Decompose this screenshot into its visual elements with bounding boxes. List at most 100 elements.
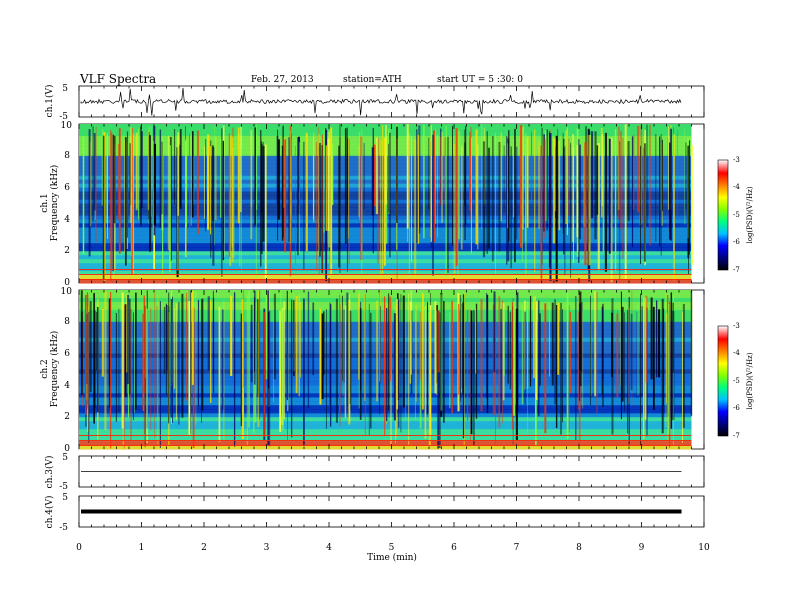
spectrogram-band: [79, 389, 692, 394]
spectrogram-streak: [438, 310, 440, 373]
spectrogram-streak: [111, 133, 113, 271]
spectrogram-streak: [281, 145, 284, 241]
spectrogram-streak: [502, 300, 504, 423]
spectrogram-streak: [566, 291, 569, 439]
spectrogram-streak: [373, 144, 376, 207]
spectrogram-streak: [156, 305, 158, 414]
transmitter-line: [79, 274, 692, 275]
x-axis-label: Time (min): [367, 552, 417, 563]
spectrogram-streak: [277, 129, 279, 241]
spectrogram-streak: [283, 301, 285, 420]
spectrogram-streak: [663, 308, 665, 406]
spectrogram-streak: [150, 307, 152, 431]
spectrogram-streak: [506, 136, 508, 265]
spectrogram-streak: [191, 290, 194, 385]
spectrogram-band: [79, 417, 692, 422]
spectrogram-streak: [667, 137, 669, 232]
spectrogram-streak: [457, 128, 459, 276]
spectrogram-streak: [273, 293, 276, 380]
spectrogram-streak: [375, 137, 378, 215]
spectrogram-streak: [637, 125, 640, 213]
spectrogram-streak: [318, 127, 320, 247]
spectrogram-streak: [170, 299, 172, 418]
spectrogram-streak: [544, 303, 547, 434]
spectrogram-streak: [286, 290, 289, 401]
spectrogram-streak: [267, 290, 269, 446]
spectrogram-band: [79, 349, 692, 355]
spectrogram-streak: [126, 131, 129, 238]
spectrogram-streak: [462, 294, 465, 439]
spectrogram-streak: [578, 139, 580, 263]
spectrogram-streak: [233, 292, 236, 447]
spectrogram-streak: [636, 311, 638, 399]
spec2-ylabel: Frequency (kHz): [49, 331, 60, 408]
spectrogram-streak: [389, 132, 391, 258]
spectrogram-streak: [602, 307, 604, 382]
spectrogram-streak: [600, 127, 603, 218]
spectrogram-streak: [93, 293, 95, 424]
spectrogram-streak: [290, 133, 292, 243]
spectrogram-streak: [507, 305, 509, 384]
spectrogram-streak: [250, 304, 253, 383]
spectrogram-band: [79, 429, 692, 434]
spectrogram-band: [79, 333, 692, 339]
spec1-ytick-label: 10: [61, 121, 73, 131]
spectrogram-streak: [376, 300, 379, 402]
spectrogram-streak: [470, 137, 472, 254]
spectrogram-streak: [508, 130, 510, 242]
spectrogram-streak: [688, 140, 690, 255]
spectrogram-streak: [656, 300, 658, 378]
spectrogram-streak: [568, 138, 570, 216]
spectrogram-streak: [441, 132, 443, 223]
spectrogram-streak: [346, 292, 349, 406]
spectrogram-streak: [536, 301, 538, 400]
spectrogram-streak: [263, 311, 266, 437]
spectrogram-streak: [115, 312, 117, 422]
spectrogram-streak: [103, 132, 106, 282]
spectrogram-streak: [443, 300, 445, 423]
axis-ticks: [78, 86, 705, 527]
spectrogram-streak: [475, 303, 478, 419]
xtick-label: 2: [201, 543, 207, 553]
spectrogram-streak: [652, 306, 655, 410]
spectrogram-band: [79, 325, 692, 331]
spectrogram-streak: [660, 134, 662, 256]
spectrogram-streak: [562, 309, 563, 423]
spectrogram-streak: [677, 129, 678, 216]
spectrogram-streak: [368, 303, 370, 436]
spectrogram-streak: [480, 298, 483, 412]
spectrogram-streak: [214, 125, 215, 246]
spectrogram-streak: [414, 310, 416, 420]
spectrogram-streak: [525, 145, 527, 242]
spectrogram-streak: [513, 301, 516, 416]
spectrogram-streak: [117, 144, 120, 220]
spectrogram-streak: [210, 299, 212, 403]
spectrogram-band: [79, 275, 692, 280]
figure-title: VLF Spectra: [79, 72, 156, 86]
spectrogram-streak: [682, 311, 683, 443]
xtick-label: 9: [639, 543, 645, 553]
spectrogram-streak: [188, 301, 191, 435]
spectrogram-streak: [667, 312, 669, 442]
spectrogram-band: [79, 369, 692, 374]
spectrogram-streak: [503, 145, 505, 212]
spectrogram-streak: [212, 290, 214, 373]
spectrogram-streak: [305, 132, 308, 252]
spectrogram-streak: [97, 307, 99, 413]
spectrogram-streak: [554, 139, 556, 212]
spectrogram-band: [79, 337, 692, 343]
spectrogram-streak: [557, 128, 559, 220]
spectrogram-streak: [594, 292, 597, 380]
spectrogram-streak: [655, 133, 657, 242]
spectrogram-streak: [293, 294, 295, 372]
spectrogram-band: [79, 313, 692, 319]
spectrogram-streak: [348, 299, 351, 425]
spectrogram-streak: [325, 309, 327, 429]
spectrogram-streak: [511, 302, 513, 430]
transmitter-line: [79, 440, 692, 441]
spectrogram-streak: [380, 306, 381, 383]
spectrogram-streak: [138, 129, 140, 220]
spectrogram-streak: [173, 308, 176, 389]
spectrogram-streak: [500, 132, 502, 221]
spectrogram-streak: [331, 143, 334, 205]
